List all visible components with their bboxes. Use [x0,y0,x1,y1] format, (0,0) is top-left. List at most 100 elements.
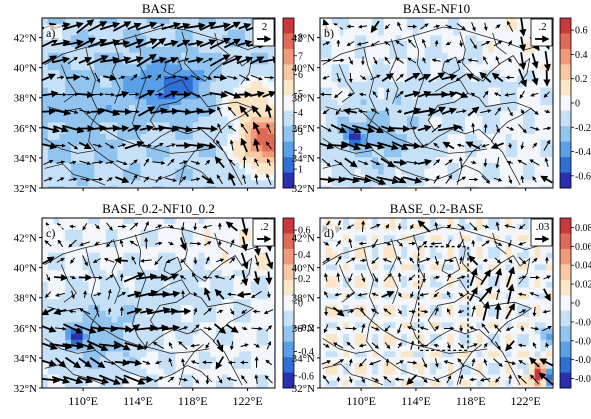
field-cell [407,70,413,76]
field-cell [482,53,488,59]
field-cell [123,134,129,140]
field-cell [216,253,222,259]
field-cell [430,70,436,76]
field-cell [407,264,413,270]
field-cell [187,322,193,328]
field-cell [535,88,541,94]
field-cell [164,117,170,123]
field-cell [65,235,71,241]
wind-arrow [116,260,128,261]
field-cell [407,241,413,247]
field-cell [42,146,48,152]
field-cell [372,259,378,265]
field-cell [320,259,326,265]
field-cell [187,47,193,53]
field-cell [199,224,205,230]
field-cell [268,351,274,357]
field-cell [71,230,77,236]
field-cell [262,47,268,53]
field-cell [390,253,396,259]
field-cell [535,175,541,181]
field-cell [181,117,187,123]
field-cell [164,247,170,253]
field-cell [216,270,222,276]
field-cell [216,218,222,224]
field-cell [210,151,216,157]
field-cell [494,82,500,88]
field-cell [222,186,228,192]
field-cell [210,299,216,305]
field-cell [366,253,372,259]
field-cell [199,99,205,105]
field-cell [535,117,541,123]
field-cell [326,264,332,270]
field-cell [372,264,378,270]
field-cell [106,386,112,392]
field-cell [378,47,384,53]
field-cell [228,117,234,123]
field-cell [459,180,465,186]
field-cell [546,169,552,175]
field-cell [42,346,48,352]
field-cell [332,93,338,99]
field-cell [546,151,552,157]
field-cell [164,230,170,236]
field-cell [395,47,401,53]
field-cell [199,264,205,270]
field-cell [343,151,349,157]
field-cell [59,180,65,186]
field-cell [540,82,546,88]
field-cell [199,88,205,94]
wind-arrow [229,362,236,363]
field-cell [453,47,459,53]
field-cell [268,82,274,88]
field-cell [326,134,332,140]
field-cell [401,264,407,270]
field-cell [430,288,436,294]
field-cell [187,247,193,253]
field-cell [59,134,65,140]
field-cell [540,163,546,169]
field-cell [48,351,54,357]
field-cell [511,180,517,186]
field-cell [158,386,164,392]
field-cell [424,264,430,270]
field-cell [511,157,517,163]
field-cell [83,99,89,105]
field-cell [384,47,390,53]
field-cell [216,264,222,270]
colorbar-segment [560,157,571,173]
field-cell [395,247,401,253]
field-cell [129,346,135,352]
field-cell [146,247,152,253]
field-cell [94,270,100,276]
field-cell [106,88,112,94]
field-cell [77,35,83,41]
field-cell [349,117,355,123]
field-cell [535,105,541,111]
field-cell [262,386,268,392]
field-cell [517,218,523,224]
field-cell [187,346,193,352]
field-cell [459,186,465,192]
field-cell [390,30,396,36]
field-cell [141,105,147,111]
field-cell [245,151,251,157]
field-cell [77,311,83,317]
field-cell [320,128,326,134]
colorbar-tick-label: 7 [298,51,303,62]
field-cell [251,386,257,392]
field-cell [413,82,419,88]
field-cell [332,218,338,224]
field-cell [106,163,112,169]
field-cell [332,99,338,105]
field-cell [511,64,517,70]
field-cell [506,218,512,224]
field-cell [187,369,193,375]
field-cell [204,53,210,59]
field-cell [529,128,535,134]
field-cell [453,235,459,241]
field-cell [419,247,425,253]
field-cell [349,230,355,236]
field-cell [343,288,349,294]
